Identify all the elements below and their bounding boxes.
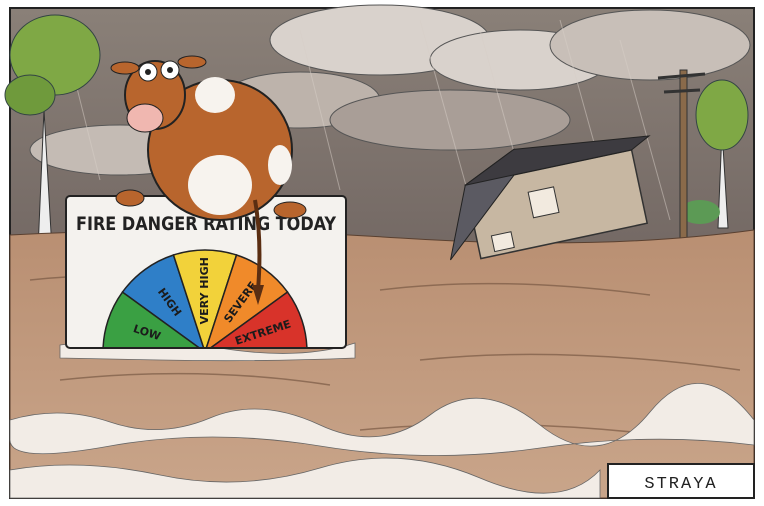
caption: STRAYA bbox=[644, 475, 717, 494]
rating-segment bbox=[210, 290, 308, 347]
sign-title: FIRE DANGER RATING TODAY bbox=[76, 213, 337, 235]
cow bbox=[110, 55, 307, 305]
house bbox=[450, 135, 651, 261]
tree-right bbox=[680, 79, 749, 229]
clouds bbox=[29, 4, 751, 176]
rating-label: VERY HIGH bbox=[198, 257, 211, 324]
caption-box bbox=[607, 463, 755, 499]
